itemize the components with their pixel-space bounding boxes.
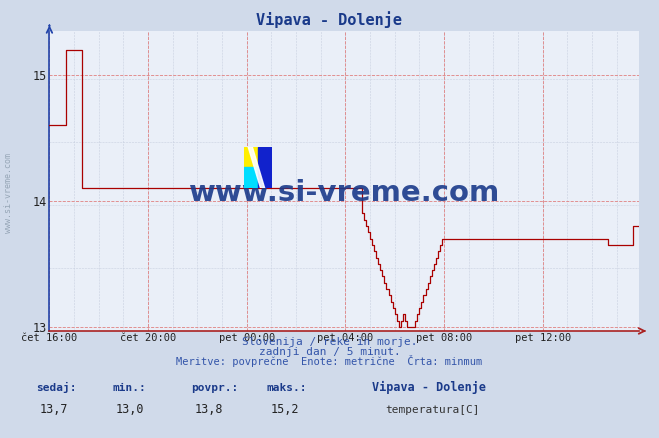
Polygon shape — [244, 167, 258, 188]
Text: povpr.:: povpr.: — [191, 383, 239, 393]
Text: 13,0: 13,0 — [115, 403, 144, 416]
Text: Slovenija / reke in morje.: Slovenija / reke in morje. — [242, 337, 417, 347]
Polygon shape — [244, 147, 258, 167]
Polygon shape — [248, 147, 265, 188]
Text: 13,8: 13,8 — [194, 403, 223, 416]
Polygon shape — [258, 147, 272, 188]
Text: maks.:: maks.: — [267, 383, 307, 393]
Text: 13,7: 13,7 — [40, 403, 68, 416]
Text: www.si-vreme.com: www.si-vreme.com — [4, 153, 13, 233]
Text: www.si-vreme.com: www.si-vreme.com — [188, 179, 500, 207]
Text: temperatura[C]: temperatura[C] — [386, 405, 480, 415]
Text: Vipava - Dolenje: Vipava - Dolenje — [256, 11, 403, 28]
Text: zadnji dan / 5 minut.: zadnji dan / 5 minut. — [258, 347, 401, 357]
Text: 15,2: 15,2 — [270, 403, 299, 416]
Text: Meritve: povprečne  Enote: metrične  Črta: minmum: Meritve: povprečne Enote: metrične Črta:… — [177, 355, 482, 367]
Text: Vipava - Dolenje: Vipava - Dolenje — [372, 381, 486, 394]
Text: min.:: min.: — [112, 383, 146, 393]
Text: sedaj:: sedaj: — [36, 381, 76, 393]
